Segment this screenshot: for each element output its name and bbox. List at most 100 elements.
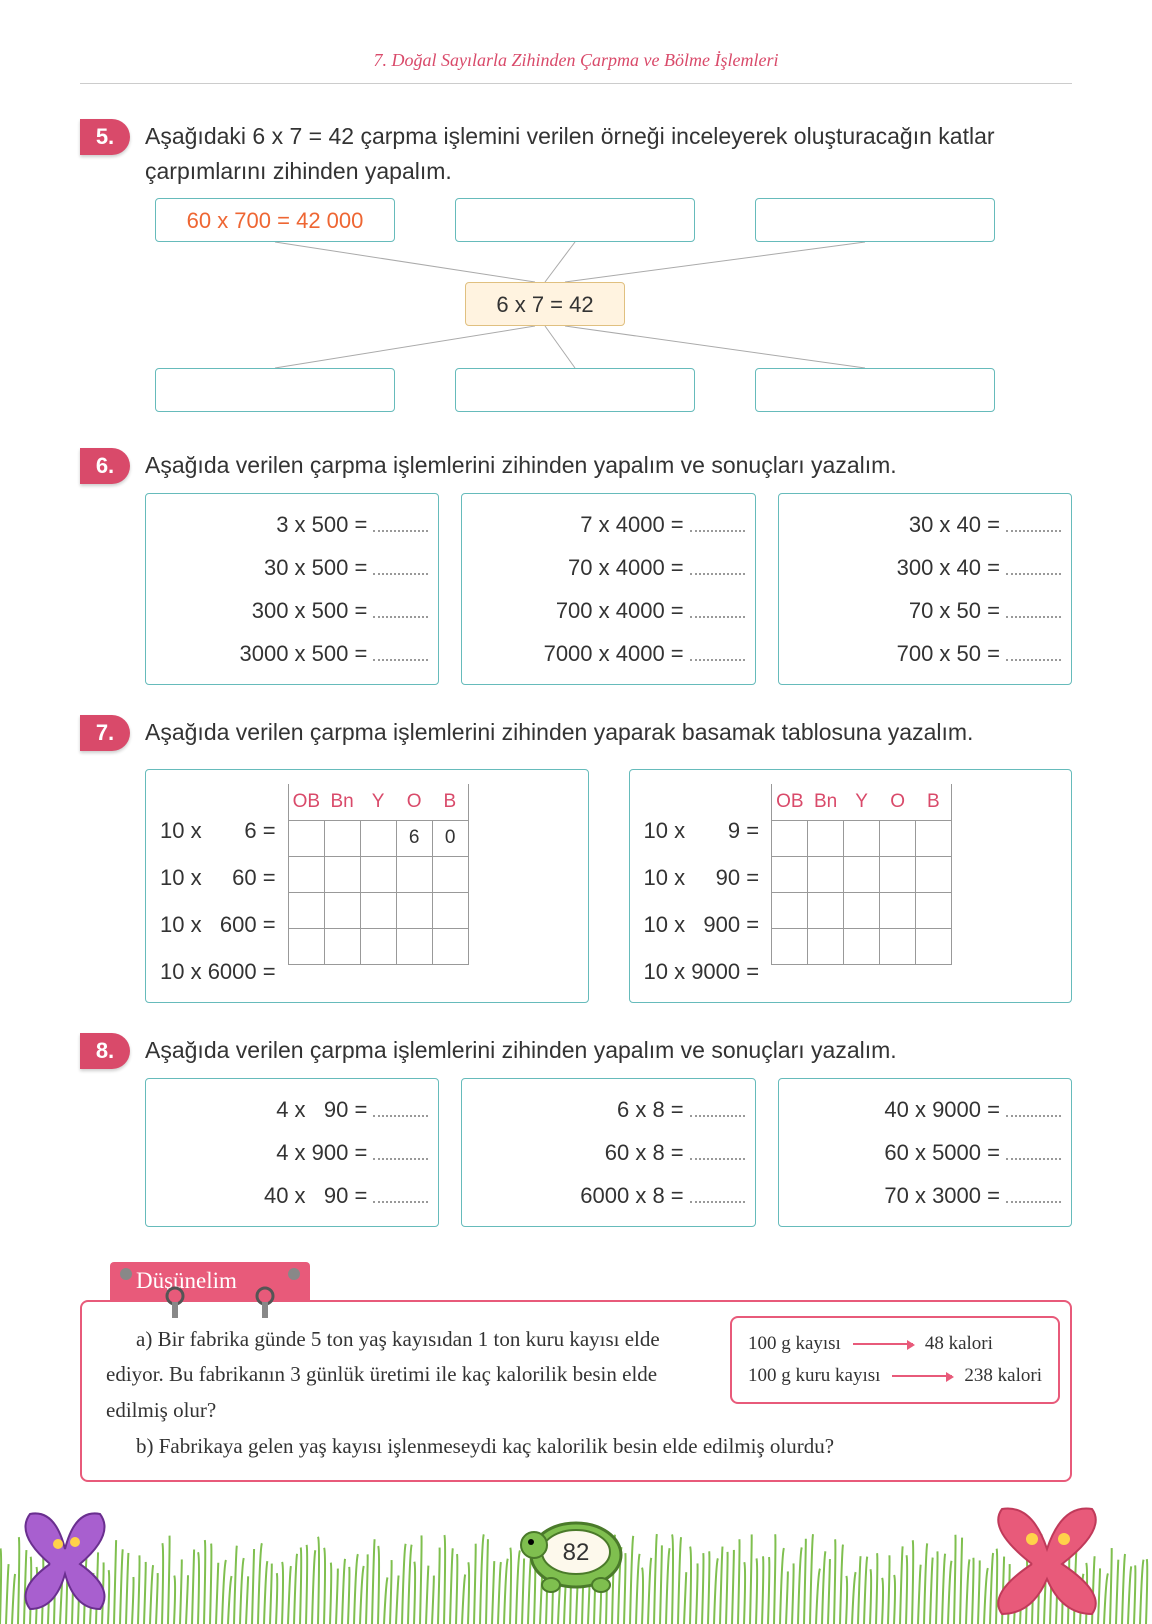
place-cell[interactable] [288,892,324,928]
place-cell[interactable] [772,820,808,856]
answer-blank[interactable] [690,616,745,618]
place-cell[interactable] [324,820,360,856]
answer-blank[interactable] [373,659,428,661]
answer-blank[interactable] [373,616,428,618]
answer-blank[interactable] [690,659,745,661]
place-cell[interactable] [808,856,844,892]
q5-text: Aşağıdaki 6 x 7 = 42 çarpma işlemini ver… [145,119,1072,188]
q5-blank-box[interactable] [455,198,695,242]
think-tab: Düşünelim [110,1262,310,1300]
place-cell[interactable] [916,820,952,856]
place-header: B [432,784,468,820]
place-value-table[interactable]: OBBnYOB [771,784,952,965]
place-cell[interactable] [432,928,468,964]
q5-diagram: 60 x 700 = 42 000 6 x 7 = 42 [145,198,1072,418]
peg-icon [288,1268,300,1280]
place-cell[interactable] [880,820,916,856]
place-cell[interactable] [916,856,952,892]
place-cell[interactable] [288,856,324,892]
place-cell[interactable] [360,928,396,964]
answer-blank[interactable] [1006,1158,1061,1160]
place-cell[interactable] [772,856,808,892]
place-value-table[interactable]: OBBnYOB60 [288,784,469,965]
place-cell[interactable] [288,928,324,964]
place-cell[interactable] [880,928,916,964]
place-cell[interactable] [432,892,468,928]
question-badge-8: 8. [80,1033,130,1069]
place-cell[interactable] [808,928,844,964]
question-badge-6: 6. [80,448,130,484]
question-badge-5: 5. [80,119,130,155]
q5-blank-box[interactable] [755,198,995,242]
answer-blank[interactable] [690,1201,745,1203]
answer-blank[interactable] [1006,1115,1061,1117]
place-cell[interactable] [844,856,880,892]
place-cell[interactable] [360,856,396,892]
place-cell[interactable] [288,820,324,856]
answer-blank[interactable] [690,1115,745,1117]
q5-blank-box[interactable] [455,368,695,412]
answer-blank[interactable] [373,1158,428,1160]
multiplication-row: 70 x 4000 = [472,551,744,584]
q5-blank-box[interactable] [155,368,395,412]
place-header: Y [360,784,396,820]
place-cell[interactable] [880,892,916,928]
answer-blank[interactable] [1006,530,1061,532]
place-header: O [880,784,916,820]
place-cell[interactable] [324,856,360,892]
place-cell[interactable] [324,892,360,928]
place-cell[interactable] [396,928,432,964]
place-cell[interactable] [772,892,808,928]
place-cell[interactable] [360,820,396,856]
question-badge-7: 7. [80,715,130,751]
answer-blank[interactable] [1006,1201,1061,1203]
place-cell[interactable] [324,928,360,964]
multiplication-row: 7 x 4000 = [472,508,744,541]
answer-blank[interactable] [1006,659,1061,661]
place-cell[interactable] [432,856,468,892]
place-cell[interactable]: 0 [432,820,468,856]
answer-blank[interactable] [373,1201,428,1203]
q6-text: Aşağıda verilen çarpma işlemlerini zihin… [145,448,1072,483]
answer-blank[interactable] [690,530,745,532]
q7-left-panel: 10 x 6 =10 x 60 =10 x 600 =10 x 6000 = O… [145,769,589,1003]
multiplication-row: 700 x 50 = [789,637,1061,670]
q5-center-box: 6 x 7 = 42 [465,282,625,326]
multiplication-row: 70 x 50 = [789,594,1061,627]
multiplication-row: 30 x 40 = [789,508,1061,541]
arrow-icon [892,1375,952,1377]
place-cell[interactable] [808,820,844,856]
place-cell[interactable] [880,856,916,892]
ring-icon [162,1286,188,1334]
multiplication-row: 300 x 40 = [789,551,1061,584]
page-number: 82 [563,1539,590,1566]
place-cell[interactable] [916,892,952,928]
multiplication-row: 4 x 90 = [156,1093,428,1126]
answer-blank[interactable] [373,573,428,575]
place-cell[interactable] [396,892,432,928]
answer-blank[interactable] [690,1158,745,1160]
answer-blank[interactable] [1006,616,1061,618]
multiplication-row: 6000 x 8 = [472,1179,744,1212]
answer-blank[interactable] [373,1115,428,1117]
chapter-header: 7. Doğal Sayılarla Zihinden Çarpma ve Bö… [80,50,1072,71]
place-cell[interactable] [844,820,880,856]
multiplication-row: 60 x 8 = [472,1136,744,1169]
expression-label: 10 x 6 = [160,814,276,847]
answer-blank[interactable] [690,573,745,575]
place-cell[interactable]: 6 [396,820,432,856]
page-number-turtle: 82 [516,1500,636,1606]
q5-blank-box[interactable] [755,368,995,412]
place-cell[interactable] [844,892,880,928]
place-cell[interactable] [360,892,396,928]
answer-blank[interactable] [373,530,428,532]
place-cell[interactable] [396,856,432,892]
page-footer: 82 [0,1494,1152,1624]
place-cell[interactable] [772,928,808,964]
place-cell[interactable] [844,928,880,964]
place-header: O [396,784,432,820]
think-box: a) Bir fabrika günde 5 ton yaş kayısıdan… [80,1300,1072,1483]
place-cell[interactable] [808,892,844,928]
place-cell[interactable] [916,928,952,964]
answer-blank[interactable] [1006,573,1061,575]
